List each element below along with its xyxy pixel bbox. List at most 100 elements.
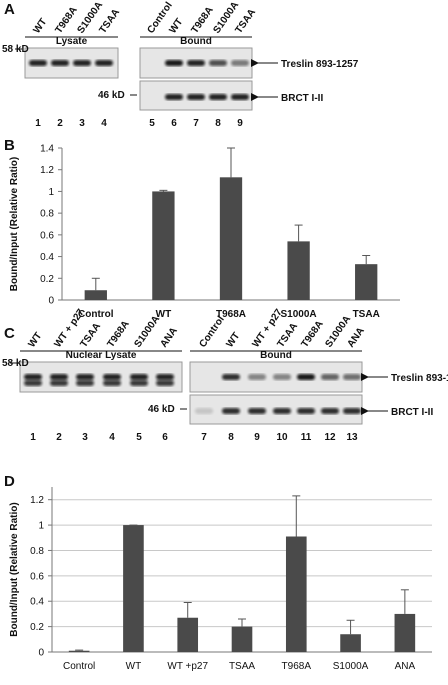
band	[209, 94, 227, 100]
lane-number: 6	[162, 432, 168, 443]
lane-number: 7	[201, 432, 207, 443]
y-axis-title: Bound/Input (Relative Ratio)	[9, 157, 20, 291]
band	[209, 60, 227, 66]
panel-label: A	[4, 1, 15, 18]
lane-number: 8	[215, 118, 221, 129]
lane-label: ANA	[158, 326, 179, 350]
band-label: Treslin 893-1257	[391, 373, 448, 384]
lane-number: 5	[136, 432, 142, 443]
y-tick-label: 1.4	[40, 144, 54, 155]
gel-title: Bound	[180, 36, 212, 47]
band	[76, 374, 94, 380]
y-tick-label: 0.2	[40, 274, 54, 285]
y-tick-label: 0.6	[40, 230, 54, 241]
lane-label: TSAA	[275, 321, 300, 350]
x-tick-label: Control	[78, 309, 114, 320]
lane-number: 9	[254, 432, 260, 443]
lane-number: 1	[30, 432, 36, 443]
bar	[394, 613, 416, 652]
band	[195, 408, 213, 414]
bar	[84, 290, 107, 300]
lane-number: 5	[149, 118, 155, 129]
band	[273, 374, 291, 380]
y-tick-label: 0.8	[40, 209, 54, 220]
lane-number: 10	[276, 432, 288, 443]
band	[187, 94, 205, 100]
lane-number: 4	[109, 432, 115, 443]
band	[248, 374, 266, 380]
x-tick-label: Control	[63, 661, 95, 672]
lane-number: 9	[237, 118, 243, 129]
band	[73, 60, 91, 66]
marker-label: 46 kD	[98, 90, 125, 101]
lane-label: WT	[224, 331, 242, 350]
band	[103, 374, 121, 380]
bar	[152, 191, 175, 300]
band	[130, 374, 148, 380]
band	[343, 374, 361, 380]
y-tick-label: 1	[38, 521, 44, 532]
bar	[355, 264, 378, 300]
lane-number: 7	[193, 118, 199, 129]
band	[130, 380, 148, 386]
band	[297, 374, 315, 380]
band-label: BRCT I-II	[281, 93, 323, 104]
lane-number: 13	[346, 432, 358, 443]
y-tick-label: 0	[38, 648, 44, 659]
gel-title: Lysate	[56, 36, 88, 47]
marker-label: 46 kD	[148, 404, 175, 415]
y-tick-label: 0.8	[30, 546, 44, 557]
band	[165, 94, 183, 100]
y-tick-label: 1.2	[30, 495, 44, 506]
lane-number: 2	[57, 118, 63, 129]
x-tick-label: S1000A	[333, 661, 369, 672]
lane-number: 4	[101, 118, 107, 129]
x-tick-label: TSAA	[353, 309, 380, 320]
x-tick-label: WT	[156, 309, 172, 320]
bar	[287, 241, 310, 300]
band	[273, 408, 291, 414]
band-label: BRCT I-II	[391, 407, 433, 418]
bar	[219, 177, 243, 300]
x-tick-label: TSAA	[229, 661, 255, 672]
y-tick-label: 1.2	[40, 165, 54, 176]
gel-title: Bound	[260, 350, 292, 361]
y-axis-title: Bound/Input (Relative Ratio)	[9, 502, 20, 636]
band	[222, 374, 240, 380]
bar	[68, 650, 90, 652]
band	[29, 60, 47, 66]
band	[321, 408, 339, 414]
band	[231, 60, 249, 66]
x-tick-label: T968A	[282, 661, 312, 672]
lane-number: 11	[301, 432, 312, 443]
band	[297, 408, 315, 414]
panel-label: D	[4, 473, 15, 490]
y-tick-label: 0.4	[30, 597, 44, 608]
lane-number: 12	[324, 432, 336, 443]
band	[50, 374, 68, 380]
lane-label: TSAA	[78, 321, 103, 350]
band	[248, 408, 266, 414]
lane-number: 2	[56, 432, 62, 443]
band	[156, 380, 174, 386]
bar	[285, 536, 307, 652]
band	[343, 408, 361, 414]
lane-label: T968A	[189, 5, 215, 36]
lane-label: WT	[167, 17, 185, 36]
y-tick-label: 0	[48, 296, 54, 307]
gel	[19, 361, 183, 393]
gel-title: Nuclear Lysate	[66, 350, 137, 361]
band	[231, 94, 249, 100]
band	[103, 380, 121, 386]
bar	[340, 634, 361, 652]
lane-number: 3	[79, 118, 85, 129]
y-tick-label: 1	[48, 187, 54, 198]
band-label: Treslin 893-1257	[281, 59, 359, 70]
y-tick-label: 0.4	[40, 252, 54, 263]
y-tick-label: 0.2	[30, 622, 44, 633]
lane-label: T968A	[299, 319, 325, 350]
band	[50, 380, 68, 386]
band	[165, 60, 183, 66]
x-tick-label: T968A	[216, 309, 246, 320]
